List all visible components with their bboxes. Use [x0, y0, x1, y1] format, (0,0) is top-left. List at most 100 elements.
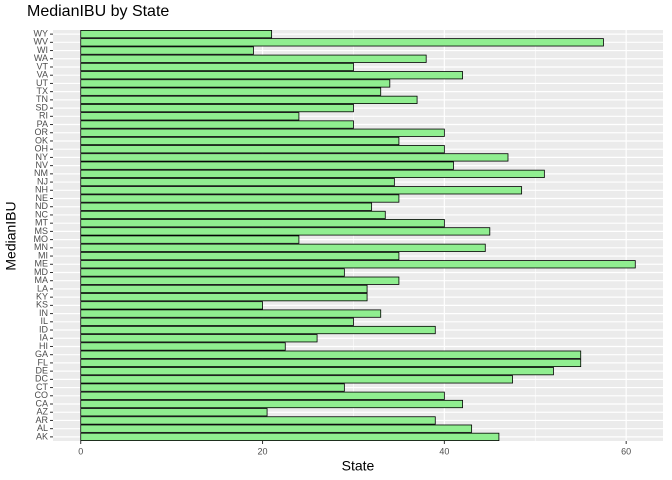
x-axis-label: State: [342, 458, 375, 474]
bar: [80, 424, 473, 433]
bar: [80, 317, 354, 326]
bar: [80, 243, 486, 252]
y-tick-label: NH: [35, 185, 48, 195]
bar: [80, 325, 436, 335]
bar: [80, 399, 463, 409]
y-tick-label: ID: [39, 324, 49, 334]
y-tick-label: MS: [35, 226, 49, 236]
bar: [80, 268, 345, 277]
bar: [80, 194, 400, 203]
bar: [80, 54, 427, 63]
y-tick-label: RI: [39, 111, 48, 121]
y-tick-label: WA: [34, 53, 48, 63]
y-tick-label: MN: [34, 242, 48, 252]
y-tick-label: WV: [34, 37, 49, 47]
bar: [80, 112, 300, 121]
y-tick-label: AK: [36, 431, 48, 441]
bar: [80, 145, 445, 154]
bar: [80, 367, 554, 376]
bar: [80, 260, 636, 269]
bar: [80, 62, 354, 72]
y-tick-label: NM: [34, 168, 48, 178]
y-tick-label: FL: [37, 357, 48, 367]
bar: [80, 120, 354, 129]
y-tick-label: NC: [35, 209, 48, 219]
bar: [80, 186, 523, 195]
bar: [80, 276, 400, 285]
y-tick-label: TN: [36, 94, 48, 104]
bar: [80, 432, 500, 441]
y-tick-label: VT: [36, 61, 48, 71]
y-tick-label: MD: [34, 267, 48, 277]
bar: [80, 284, 368, 294]
bar: [80, 202, 373, 211]
y-tick-label: ND: [35, 201, 48, 211]
bar: [80, 79, 391, 88]
bar: [80, 358, 582, 368]
y-tick-label: DE: [35, 366, 48, 376]
y-tick-label: KY: [36, 292, 48, 302]
y-tick-label: WI: [37, 45, 48, 55]
y-tick-label: VA: [37, 70, 48, 80]
y-tick-label: OR: [35, 127, 49, 137]
bar: [80, 169, 545, 178]
x-tick-label: 40: [439, 446, 449, 456]
bar: [80, 136, 400, 146]
bar: [80, 251, 400, 261]
y-tick-label: NY: [35, 152, 48, 162]
y-tick-label: OH: [35, 144, 49, 154]
y-tick-label: MA: [35, 275, 49, 285]
bar: [80, 219, 445, 228]
bar: [80, 350, 582, 359]
bar: [80, 95, 418, 104]
y-tick-label: LA: [37, 283, 48, 293]
y-tick-label: TX: [36, 86, 48, 96]
bar: [80, 235, 300, 244]
y-tick-label: DC: [35, 374, 48, 384]
y-tick-label: OK: [35, 135, 48, 145]
y-tick-label: IL: [40, 316, 48, 326]
y-tick-label: MT: [35, 218, 48, 228]
y-axis-label: MedianIBU: [3, 201, 19, 270]
bar: [80, 128, 445, 137]
bar: [80, 103, 354, 113]
bar: [80, 383, 345, 392]
bars: [80, 30, 636, 441]
chart-title: MedianIBU by State: [27, 3, 169, 20]
bar: [80, 153, 509, 162]
y-tick-label: CA: [35, 398, 48, 408]
y-tick-label: KS: [36, 300, 48, 310]
bar: [80, 30, 273, 39]
y-tick-label: GA: [35, 349, 48, 359]
x-tick-label: 60: [621, 446, 631, 456]
bar: [80, 46, 254, 55]
bar: [80, 375, 513, 384]
bar: [80, 71, 463, 80]
bar: [80, 210, 386, 220]
y-tick-label: CO: [35, 390, 49, 400]
bar: [80, 293, 368, 302]
bar: [80, 309, 382, 318]
y-tick-label: AL: [37, 423, 48, 433]
y-tick-label: AZ: [36, 407, 48, 417]
y-tick-label: IA: [39, 333, 48, 343]
bar: [80, 227, 491, 236]
y-tick-label: UT: [36, 78, 48, 88]
y-tick-label: SD: [35, 102, 48, 112]
bar: [80, 177, 395, 187]
x-tick-label: 20: [258, 446, 268, 456]
y-tick-label: WY: [34, 28, 49, 38]
bar: [80, 301, 263, 310]
y-tick-label: MI: [38, 250, 48, 260]
bar: [80, 416, 436, 425]
y-tick-label: CT: [36, 382, 48, 392]
y-tick-label: AR: [35, 415, 48, 425]
y-tick-label: NV: [35, 160, 48, 170]
y-tick-label: HI: [39, 341, 48, 351]
x-tick-label: 0: [78, 446, 83, 456]
bar: [80, 408, 268, 417]
bar: [80, 38, 604, 47]
y-tick-label: IN: [39, 308, 48, 318]
bar: [80, 161, 454, 170]
